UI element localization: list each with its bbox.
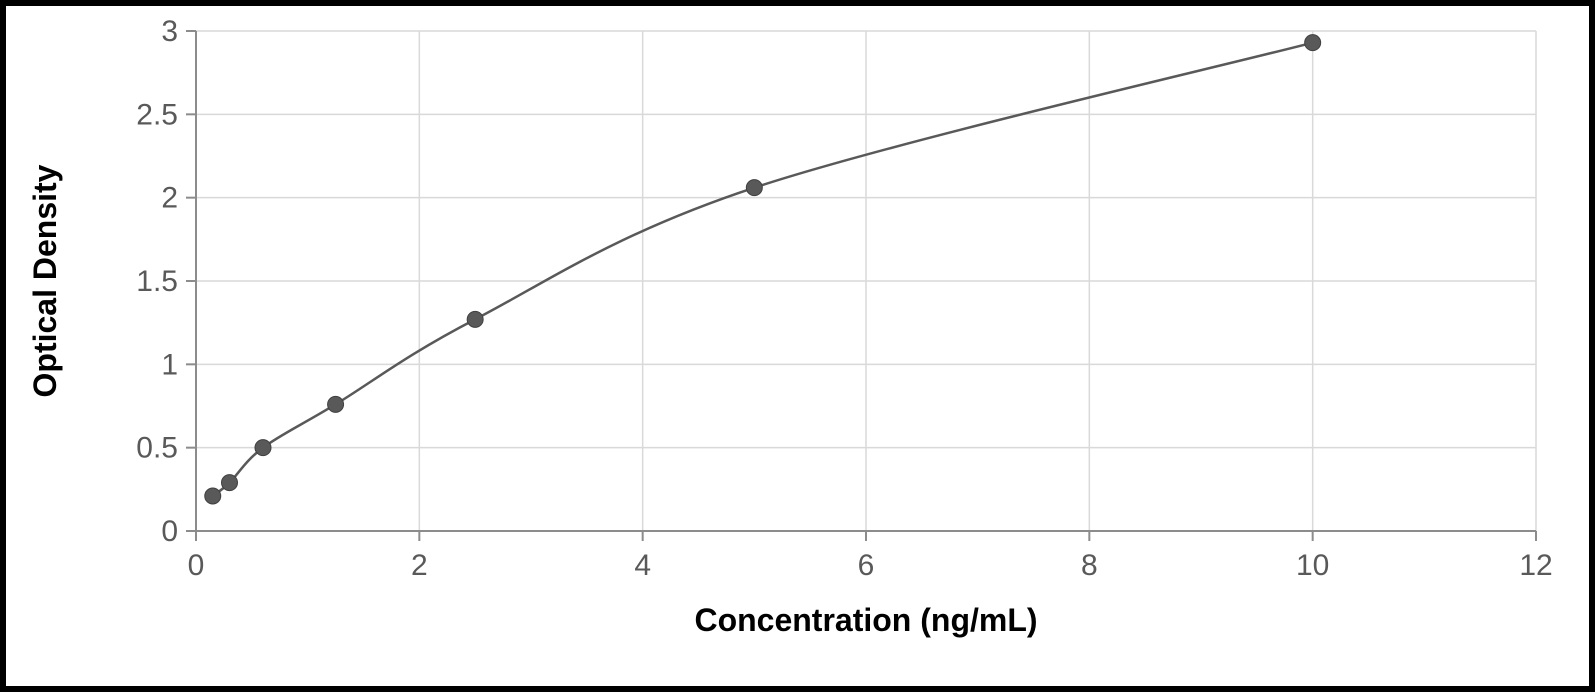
y-tick-label: 2.5	[136, 98, 178, 131]
y-axis-label: Optical Density	[27, 164, 63, 397]
x-tick-label: 4	[634, 549, 651, 582]
y-tick-label: 1	[161, 348, 178, 381]
x-tick-label: 10	[1296, 549, 1329, 582]
y-tick-label: 0	[161, 515, 178, 548]
data-point	[222, 475, 238, 491]
y-tick-label: 2	[161, 182, 178, 215]
data-point	[328, 396, 344, 412]
y-tick-label: 3	[161, 15, 178, 48]
data-point	[467, 311, 483, 327]
x-tick-label: 2	[411, 549, 428, 582]
data-point	[205, 488, 221, 504]
y-tick-label: 0.5	[136, 432, 178, 465]
x-tick-label: 12	[1519, 549, 1552, 582]
x-tick-label: 0	[188, 549, 205, 582]
x-tick-label: 8	[1081, 549, 1098, 582]
x-axis-label: Concentration (ng/mL)	[694, 602, 1037, 638]
data-point	[255, 440, 271, 456]
chart-svg: 0 2 4 6 8 10 12 0 0.5 1 1.5 2 2.5 3 Concentration (ng…	[6, 6, 1589, 686]
y-tick-label: 1.5	[136, 265, 178, 298]
chart-frame: 0 2 4 6 8 10 12 0 0.5 1 1.5 2 2.5 3 Concentration (ng…	[0, 0, 1595, 692]
x-tick-label: 6	[858, 549, 875, 582]
data-point	[746, 180, 762, 196]
data-point	[1305, 35, 1321, 51]
